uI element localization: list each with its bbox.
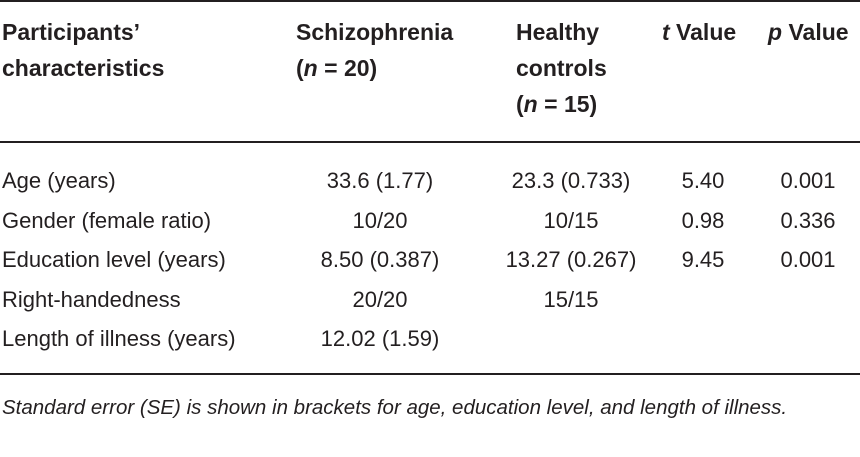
- table-footnote: Standard error (SE) is shown in brackets…: [2, 396, 788, 419]
- table-row: Right-handedness 20/20 15/15: [0, 280, 860, 320]
- table-body: Age (years) 33.6 (1.77) 23.3 (0.733) 5.4…: [0, 161, 860, 359]
- cell-healthy: 15/15: [543, 286, 599, 312]
- cell-p-value: 0.001: [780, 168, 836, 193]
- cell-healthy: 23.3 (0.733): [511, 168, 631, 193]
- cell-schizophrenia: 8.50 (0.387): [320, 247, 440, 272]
- table-top-rule: [0, 0, 860, 2]
- row-label: Education level (years): [2, 247, 226, 272]
- table-row: Age (years) 33.6 (1.77) 23.3 (0.733) 5.4…: [0, 161, 860, 201]
- table-bottom-rule: [0, 373, 860, 375]
- row-label: Right-handedness: [2, 286, 181, 312]
- cell-schizophrenia: 12.02 (1.59): [320, 326, 440, 351]
- header-p-value: p Value: [768, 19, 849, 45]
- table-row: Education level (years) 8.50 (0.387) 13.…: [0, 240, 860, 280]
- header-t-value: t Value: [662, 19, 737, 45]
- table-header-rule: [0, 141, 860, 143]
- table-row: Length of illness (years) 12.02 (1.59): [0, 319, 860, 359]
- header-healthy-n: (n = 15): [516, 91, 598, 117]
- row-label: Length of illness (years): [2, 326, 236, 351]
- cell-schizophrenia: 20/20: [352, 286, 408, 312]
- cell-t-value: 9.45: [681, 247, 725, 272]
- cell-t-value: 5.40: [681, 168, 725, 193]
- header-characteristics: Participants’ characteristics: [2, 19, 165, 81]
- cell-healthy: 13.27 (0.267): [505, 247, 637, 272]
- cell-schizophrenia: 10/20: [352, 207, 408, 233]
- row-label: Gender (female ratio): [2, 207, 212, 233]
- row-label: Age (years): [2, 168, 116, 193]
- table-header: Participants’ characteristics Schizophre…: [0, 14, 860, 134]
- header-schizophrenia: Schizophrenia (n = 20): [296, 14, 486, 86]
- cell-schizophrenia: 33.6 (1.77): [326, 168, 434, 193]
- header-healthy-controls: Healthy controls (n = 15): [516, 14, 656, 122]
- header-schizophrenia-n: (n = 20): [296, 55, 378, 81]
- table-row: Gender (female ratio) 10/20 10/15 0.98 0…: [0, 201, 860, 241]
- cell-t-value: 0.98: [681, 207, 725, 233]
- cell-healthy: 10/15: [543, 207, 599, 233]
- cell-p-value: 0.336: [780, 207, 836, 233]
- cell-p-value: 0.001: [780, 247, 836, 272]
